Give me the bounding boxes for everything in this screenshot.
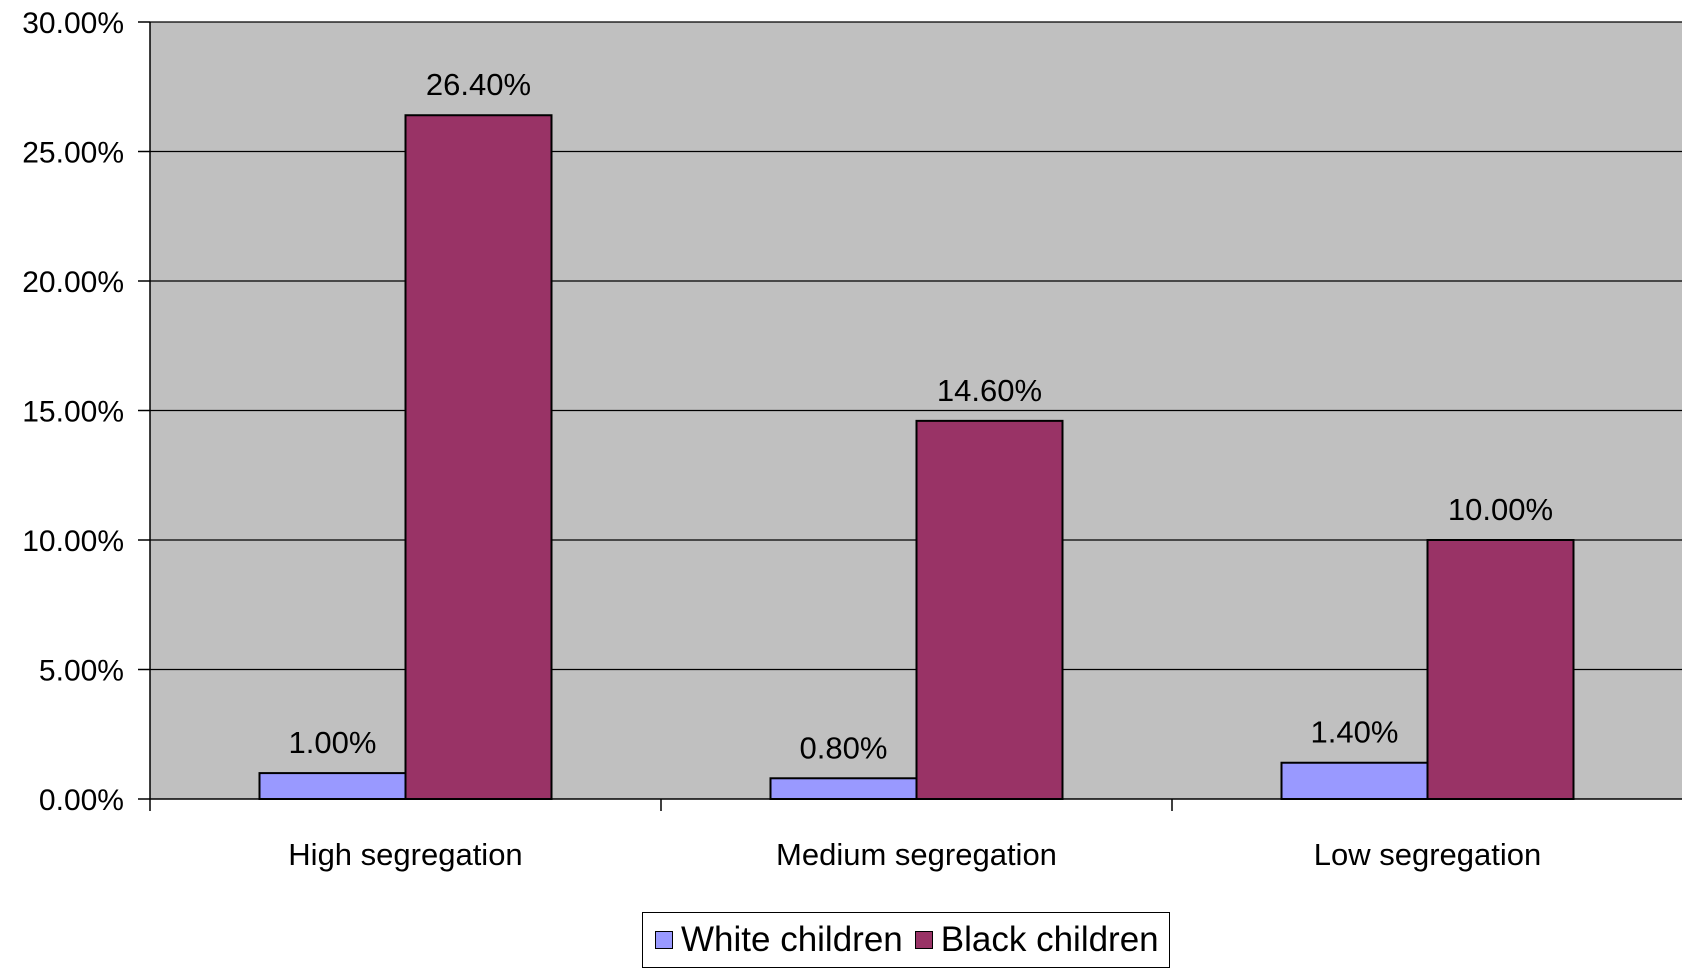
bar-black-children bbox=[1426, 539, 1575, 800]
legend-label-white-children: White children bbox=[681, 920, 903, 959]
legend-swatch-white-children bbox=[655, 931, 673, 949]
bar-black-children bbox=[404, 114, 553, 801]
legend-item-white-children: White children bbox=[655, 920, 903, 960]
data-label: 26.40% bbox=[426, 67, 531, 102]
x-tick-label: High segregation bbox=[288, 837, 522, 872]
legend: White children Black children bbox=[642, 912, 1170, 968]
data-label: 14.60% bbox=[937, 373, 1042, 408]
data-label: 10.00% bbox=[1448, 492, 1553, 527]
y-tick-label: 5.00% bbox=[39, 655, 124, 688]
bar-white-children bbox=[769, 777, 918, 801]
legend-swatch-black-children bbox=[914, 931, 933, 949]
x-tick-label: Low segregation bbox=[1314, 837, 1542, 872]
x-axis: High segregation Medium segregation Low se… bbox=[149, 798, 1682, 872]
value-labels: 1.00% 26.40% 0.80% 14.60% 1.40% 10.00% bbox=[289, 67, 1554, 765]
data-label: 1.00% bbox=[289, 725, 377, 760]
y-tick-label: 20.00% bbox=[22, 266, 124, 299]
y-tick-label: 25.00% bbox=[22, 137, 124, 170]
bars bbox=[258, 114, 1575, 801]
data-label: 0.80% bbox=[800, 730, 888, 765]
y-tick-label: 30.00% bbox=[22, 7, 124, 40]
x-tick-label: Medium segregation bbox=[776, 837, 1057, 872]
y-tick-label: 15.00% bbox=[22, 396, 124, 429]
y-tick-label: 10.00% bbox=[22, 525, 124, 558]
data-label: 1.40% bbox=[1311, 715, 1399, 750]
y-axis: 0.00% 5.00% 10.00% 15.00% 20.00% 25.00% 30.00% bbox=[22, 7, 151, 817]
bar-black-children bbox=[915, 419, 1064, 800]
y-tick-label: 0.00% bbox=[39, 784, 124, 817]
bar-white-children bbox=[1280, 761, 1429, 800]
legend-item-black-children: Black children bbox=[914, 920, 1159, 960]
legend-label-black-children: Black children bbox=[940, 920, 1159, 959]
bar-white-children bbox=[258, 772, 407, 800]
